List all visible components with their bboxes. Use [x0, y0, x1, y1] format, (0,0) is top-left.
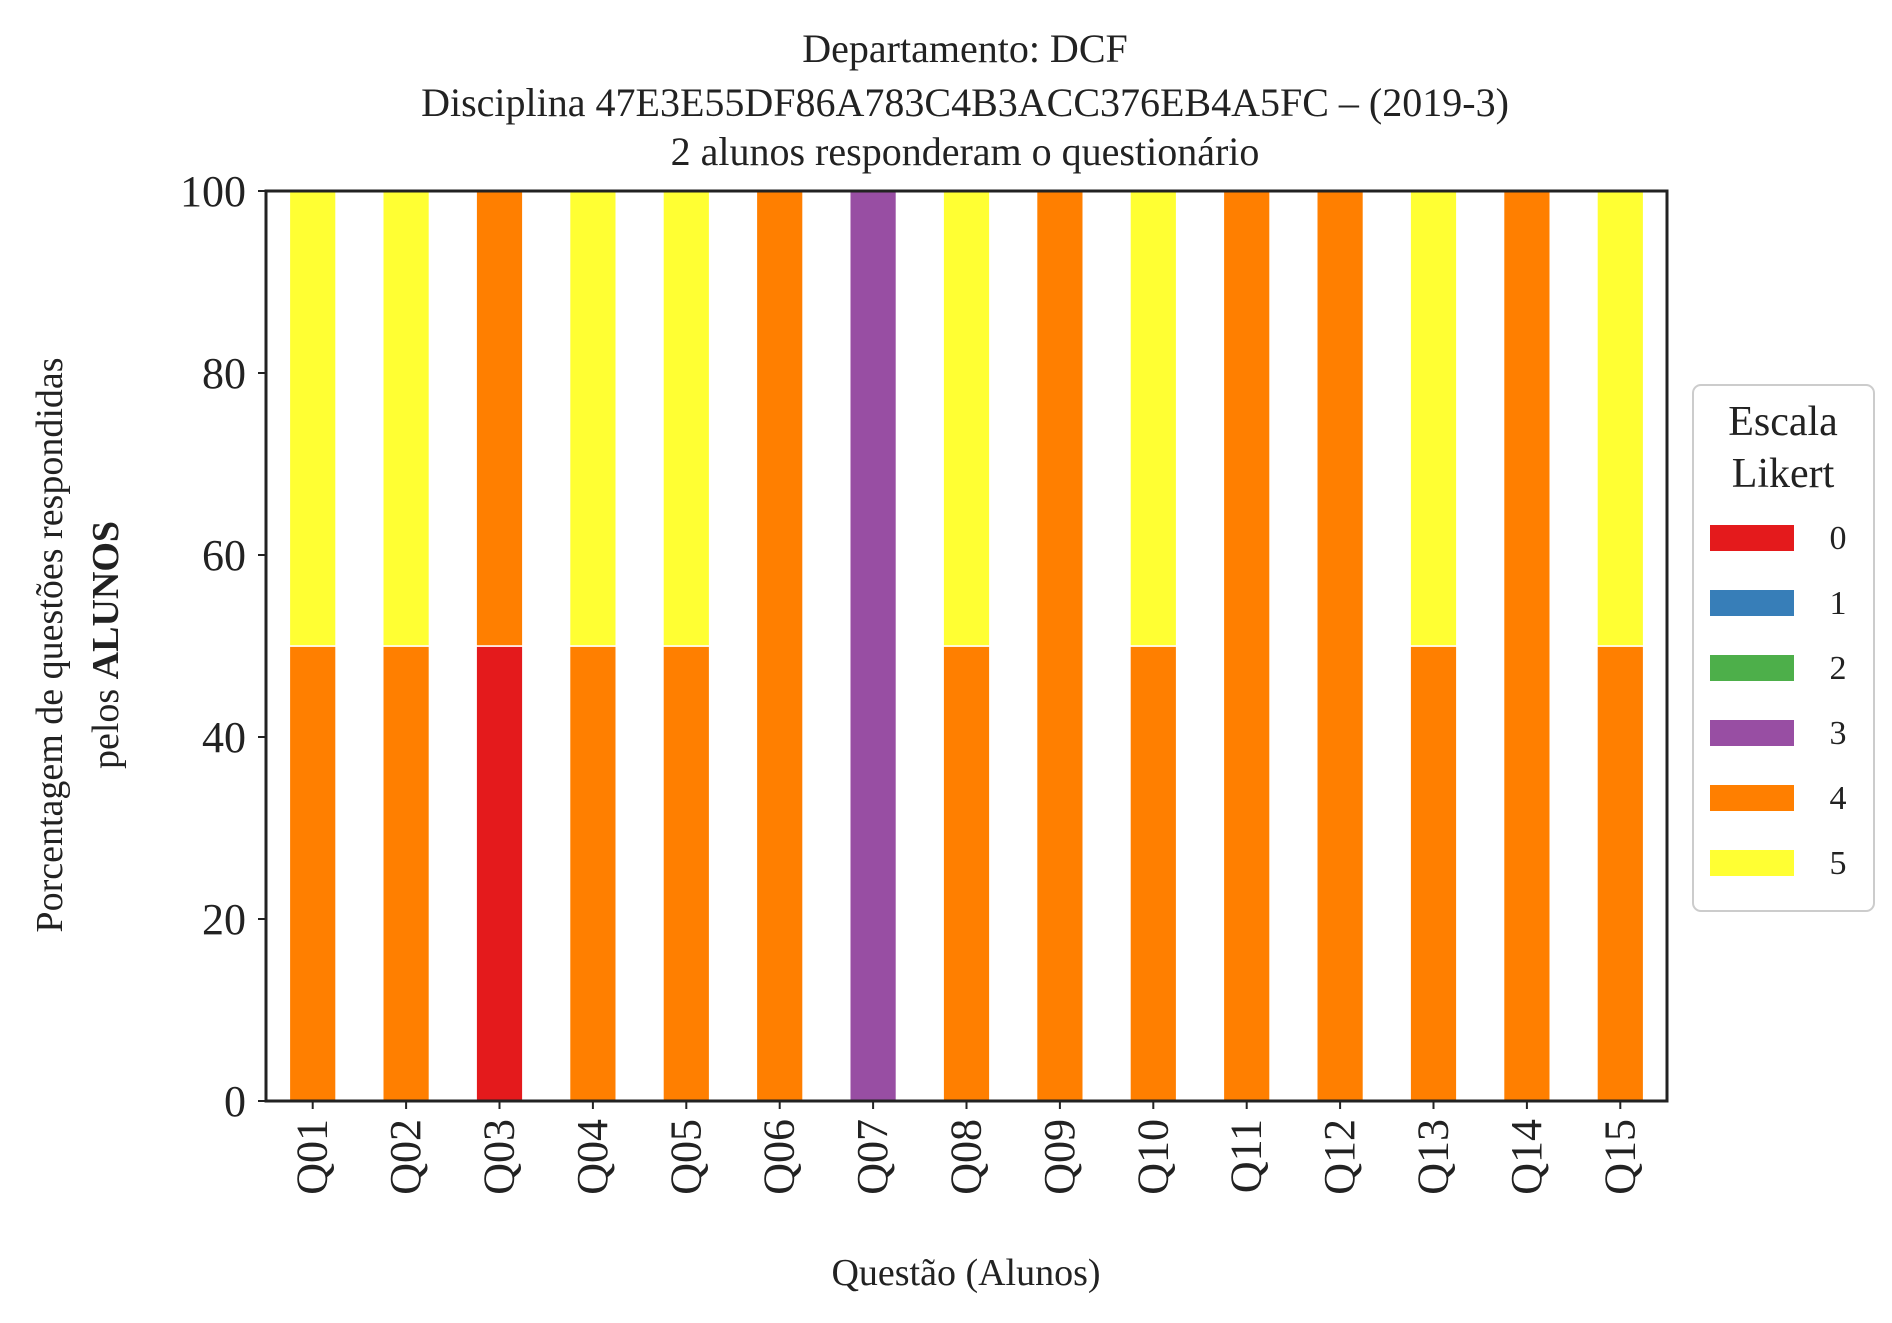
x-tick-label-q04: Q04 [568, 1119, 617, 1195]
bar-q03-likert-0 [475, 645, 524, 1102]
bar-q04-likert-5 [568, 190, 617, 647]
legend-swatch-0 [1710, 525, 1794, 551]
legend-frame [1692, 384, 1875, 912]
legend-label-1: 1 [1830, 585, 1847, 622]
legend-swatch-5 [1710, 850, 1794, 876]
legend-title-line-1: Escala [1728, 399, 1838, 445]
legend-swatch-4 [1710, 785, 1794, 811]
y-axis-label-line-2: pelos ALUNOS [85, 521, 127, 769]
chart-title: Departamento: DCF Disciplina 47E3E55DF86… [421, 26, 1509, 174]
bar-q01-likert-4 [288, 645, 337, 1102]
bar-q10-likert-5 [1129, 190, 1178, 647]
legend-items: 0 1 2 3 4 5 [1710, 520, 1847, 882]
x-tick-label-q10: Q10 [1128, 1119, 1177, 1195]
bar-q04-likert-4 [568, 645, 617, 1102]
bar-q15-likert-4 [1596, 645, 1645, 1102]
bar-q05-likert-4 [662, 645, 711, 1102]
x-tick-label-q11: Q11 [1222, 1119, 1271, 1193]
bar-q05-likert-5 [662, 190, 711, 647]
bar-q07-likert-3 [849, 190, 898, 1102]
y-tick-label-0: 0 [224, 1077, 246, 1126]
legend-label-0: 0 [1830, 520, 1847, 557]
y-tick-label-40: 40 [202, 713, 246, 762]
bar-q08-likert-5 [942, 190, 991, 647]
bar-q08-likert-4 [942, 645, 991, 1102]
legend: Escala Likert 0 1 2 3 4 5 [1692, 384, 1875, 912]
x-tick-label-q09: Q09 [1035, 1119, 1084, 1195]
legend-swatch-3 [1710, 720, 1794, 746]
y-axis-label-bold: ALUNOS [85, 521, 127, 679]
x-tick-label-q13: Q13 [1409, 1119, 1458, 1195]
legend-label-4: 4 [1830, 780, 1847, 817]
bar-q14-likert-4 [1502, 190, 1552, 1102]
x-tick-label-q05: Q05 [661, 1119, 710, 1195]
x-tick-label-q02: Q02 [381, 1119, 430, 1195]
legend-swatch-1 [1710, 590, 1794, 616]
y-axis-ticks: 0 20 40 60 80 100 [180, 167, 266, 1126]
x-tick-label-q03: Q03 [475, 1119, 524, 1195]
y-axis-label: Porcentagem de questões respondidas pelo… [29, 357, 127, 932]
x-tick-label-q14: Q14 [1502, 1119, 1551, 1195]
bar-q02-likert-4 [382, 645, 431, 1102]
x-axis-label: Questão (Alunos) [831, 1252, 1100, 1294]
y-tick-label-60: 60 [202, 531, 246, 580]
y-axis-label-line-1: Porcentagem de questões respondidas [29, 357, 71, 932]
bar-q11-likert-4 [1222, 190, 1271, 1102]
title-line-3: 2 alunos responderam o questionário [671, 129, 1260, 174]
bar-q02-likert-5 [382, 190, 431, 647]
legend-label-3: 3 [1830, 715, 1847, 752]
bar-q03-likert-4 [475, 190, 524, 647]
legend-title-line-2: Likert [1732, 451, 1835, 497]
x-tick-label-q08: Q08 [942, 1119, 991, 1195]
bar-q13-likert-4 [1409, 645, 1458, 1102]
y-tick-label-80: 80 [202, 349, 246, 398]
legend-swatch-2 [1710, 655, 1794, 681]
x-tick-label-q06: Q06 [755, 1119, 804, 1195]
x-tick-label-q12: Q12 [1315, 1119, 1364, 1195]
bar-q06-likert-4 [755, 190, 804, 1102]
bar-q13-likert-5 [1409, 190, 1458, 647]
bar-q15-likert-5 [1596, 190, 1645, 647]
y-tick-label-20: 20 [202, 895, 246, 944]
y-tick-label-100: 100 [180, 167, 246, 216]
bar-q09-likert-4 [1035, 190, 1085, 1102]
x-tick-label-q15: Q15 [1595, 1119, 1644, 1195]
bar-q01-likert-5 [288, 190, 337, 647]
title-line-2: Disciplina 47E3E55DF86A783C4B3ACC376EB4A… [421, 80, 1509, 125]
bar-q12-likert-4 [1316, 190, 1365, 1102]
bar-q10-likert-4 [1129, 645, 1178, 1102]
legend-label-2: 2 [1830, 650, 1847, 687]
x-tick-label-q01: Q01 [288, 1119, 337, 1195]
y-axis-label-prefix: pelos [85, 679, 127, 769]
title-line-1: Departamento: DCF [802, 26, 1128, 71]
x-axis-ticks: Q01 Q02 Q03 Q04 Q05 Q06 Q07 Q08 Q09 Q10 Q11 Q12 Q13 Q… [288, 1101, 1644, 1195]
x-tick-label-q07: Q07 [848, 1119, 897, 1195]
bar-group [288, 190, 1645, 1102]
legend-label-5: 5 [1830, 845, 1847, 882]
